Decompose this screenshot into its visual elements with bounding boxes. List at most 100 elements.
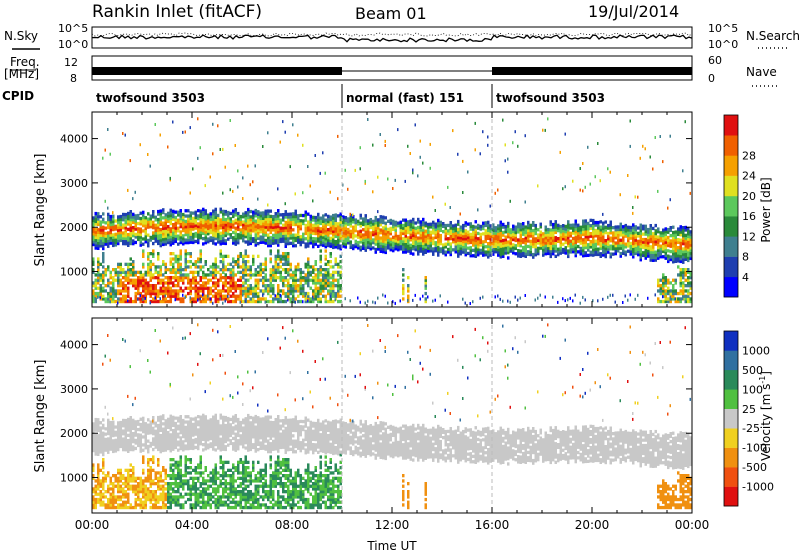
- power-cell: [587, 221, 590, 226]
- power-cell: [684, 228, 687, 232]
- power-cell: [672, 230, 675, 235]
- power-cell: [402, 242, 405, 246]
- power-cell: [389, 229, 392, 233]
- power-cell: [419, 244, 422, 248]
- power-cell: [242, 276, 245, 280]
- velocity-cell: [129, 468, 132, 472]
- power-cell: [237, 286, 240, 290]
- power-cell: [172, 217, 175, 221]
- power-cell: [224, 276, 227, 280]
- power-cell: [459, 212, 461, 216]
- power-cell: [162, 260, 165, 264]
- power-cell: [319, 257, 322, 261]
- velocity-cell: [124, 482, 127, 486]
- power-cell: [232, 236, 235, 240]
- velocity-cell: [124, 490, 127, 494]
- power-cell: [559, 251, 562, 255]
- power-cell: [329, 299, 332, 304]
- power-cell: [299, 213, 302, 218]
- power-cell: [292, 233, 295, 237]
- power-cell: [297, 278, 300, 282]
- power-cell: [152, 291, 155, 296]
- power-cell: [524, 252, 527, 256]
- power-cell: [234, 299, 237, 304]
- power-cell: [199, 276, 202, 280]
- power-cell: [374, 237, 377, 241]
- power-cell: [667, 297, 670, 301]
- power-cell: [647, 238, 650, 242]
- power-cell: [167, 238, 170, 242]
- power-cell: [324, 276, 327, 280]
- power-cell: [277, 276, 280, 280]
- power-cell: [222, 223, 225, 227]
- power-cell: [204, 286, 207, 290]
- power-cell: [222, 239, 225, 243]
- power-cell: [192, 235, 195, 239]
- power-cell: [482, 221, 485, 225]
- power-cell: [242, 212, 245, 216]
- power-cell: [617, 225, 620, 229]
- power-cell: [277, 299, 280, 304]
- power-cell: [557, 300, 559, 304]
- label-nsearch: N.Search: [746, 29, 800, 43]
- power-cell: [107, 241, 110, 246]
- freq-tick-bottom: 8: [70, 72, 77, 85]
- power-cell: [284, 223, 287, 227]
- power-cell: [442, 251, 445, 255]
- power-cell: [192, 262, 195, 266]
- power-cell: [287, 273, 290, 277]
- power-cell: [562, 247, 565, 252]
- power-cell: [687, 234, 690, 239]
- power-cell: [207, 218, 210, 223]
- power-cell: [642, 245, 645, 250]
- power-cell: [179, 276, 182, 280]
- power-cell: [467, 230, 470, 234]
- power-cell: [487, 250, 490, 254]
- power-cell: [509, 300, 511, 304]
- power-cell: [154, 294, 157, 298]
- power-cell: [207, 291, 210, 296]
- power-cell: [294, 192, 296, 196]
- power-cell: [277, 257, 280, 261]
- power-cell: [294, 244, 297, 248]
- velocity-cell: [97, 442, 100, 446]
- power-cell: [137, 270, 140, 274]
- power-cell: [654, 258, 657, 262]
- power-cell: [224, 223, 227, 227]
- power-cell: [99, 236, 102, 240]
- power-cell: [159, 286, 162, 290]
- power-cell: [269, 225, 272, 229]
- power-cell: [119, 233, 122, 237]
- power-cell: [337, 197, 339, 201]
- velocity-cell: [137, 503, 140, 507]
- velocity-cell: [92, 430, 95, 434]
- power-cell: [149, 291, 152, 296]
- power-cell: [317, 281, 320, 285]
- power-cell: [212, 225, 215, 229]
- power-cell: [574, 224, 577, 229]
- power-cell: [327, 214, 330, 218]
- power-cell: [677, 246, 680, 250]
- power-cell: [669, 226, 672, 230]
- velocity-cell: [99, 442, 102, 446]
- power-cell: [634, 225, 637, 229]
- power-cell: [402, 237, 405, 241]
- power-cell: [619, 251, 622, 256]
- power-cell: [214, 234, 217, 238]
- power-cell: [279, 270, 282, 274]
- power-cell: [527, 228, 530, 233]
- power-cell: [102, 270, 105, 274]
- power-cell: [159, 220, 162, 224]
- power-cell: [432, 252, 435, 256]
- power-cell: [384, 234, 387, 239]
- power-cell: [402, 223, 405, 228]
- power-cell: [199, 220, 202, 224]
- power-cell: [304, 281, 307, 285]
- power-cell: [127, 262, 130, 266]
- power-cell: [244, 249, 247, 253]
- power-cell: [114, 299, 117, 304]
- power-cell: [287, 242, 290, 246]
- power-cell: [257, 228, 260, 232]
- power-cell: [462, 234, 465, 238]
- power-cell: [112, 235, 115, 240]
